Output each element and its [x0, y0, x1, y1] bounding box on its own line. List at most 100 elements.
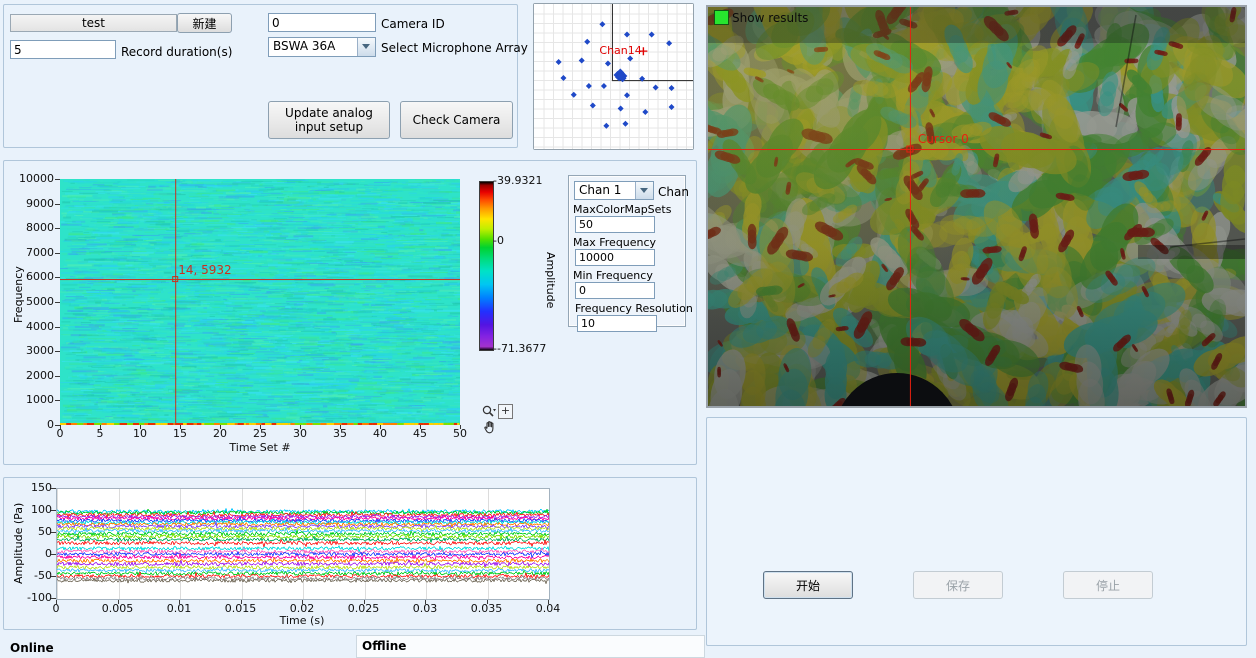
- mic-array-select[interactable]: BSWA 36A: [268, 37, 376, 57]
- chan-controls-box: Chan 1 Chan MaxColorMapSets Max Frequenc…: [568, 175, 686, 327]
- save-button[interactable]: 保存: [913, 571, 1003, 599]
- camera-id-label: Camera ID: [381, 17, 445, 31]
- time-set-axis-label: Time Set #: [220, 441, 300, 454]
- spectrogram-y-tick-label: 3000: [10, 344, 54, 357]
- stop-button[interactable]: 停止: [1063, 571, 1153, 599]
- waveform-y-tick: [51, 488, 56, 489]
- max-frequency-input[interactable]: [575, 249, 655, 266]
- update-analog-input-button[interactable]: Update analog input setup: [268, 101, 390, 139]
- spectrogram-y-tick: [55, 327, 60, 328]
- waveform-x-tick: [302, 600, 303, 604]
- spectrogram-y-tick: [55, 204, 60, 205]
- spectrogram-y-tick: [55, 228, 60, 229]
- spectrogram-x-tick: [100, 425, 101, 429]
- chevron-down-glyph: [640, 188, 648, 193]
- spectrogram-y-tick-label: 8000: [10, 221, 54, 234]
- camera-canvas[interactable]: [708, 7, 1245, 406]
- waveform-y-tick-label: -50: [18, 569, 52, 582]
- min-frequency-input[interactable]: [575, 282, 655, 299]
- chan-select-value: Chan 1: [579, 183, 621, 197]
- colorbar-tick-label: --71.3677: [493, 342, 546, 355]
- mic-array-label: Select Microphone Array: [381, 41, 528, 55]
- spectrogram-y-tick: [55, 400, 60, 401]
- spectrogram-cursor-label: 14, 5932: [178, 263, 231, 277]
- offline-status-label: Offline: [362, 639, 406, 653]
- max-frequency-label: Max Frequency: [573, 236, 656, 249]
- waveform-y-tick-label: 100: [18, 503, 52, 516]
- spectrogram-y-tick-label: 4000: [10, 320, 54, 333]
- camera-view: Show results Cursor 0: [706, 5, 1247, 408]
- record-duration-label: Record duration(s): [121, 45, 232, 59]
- spectrogram-x-tick: [60, 425, 61, 429]
- mic-array-panel: Chan14: [533, 3, 694, 150]
- spectrogram-y-tick-label: 5000: [10, 295, 54, 308]
- record-duration-input[interactable]: [10, 40, 116, 59]
- waveform-x-tick: [364, 600, 365, 604]
- start-button[interactable]: 开始: [763, 571, 853, 599]
- maxcolormapsets-label: MaxColorMapSets: [573, 203, 671, 216]
- check-camera-button[interactable]: Check Camera: [400, 101, 513, 139]
- spectrogram-x-tick: [380, 425, 381, 429]
- waveform-y-tick: [51, 576, 56, 577]
- spectrogram-x-tick: [300, 425, 301, 429]
- spectrogram-y-tick-label: 1000: [10, 393, 54, 406]
- spectrogram-panel: 14, 5932 Frequency Time Set # Amplitude …: [3, 160, 697, 465]
- cursor-tool-icon[interactable]: +: [498, 404, 513, 419]
- spectrogram-x-tick: [260, 425, 261, 429]
- waveform-x-tick: [425, 600, 426, 604]
- frequency-resolution-label: Frequency Resolution: [575, 302, 693, 315]
- spectrogram-y-tick: [55, 277, 60, 278]
- waveform-y-tick: [51, 510, 56, 511]
- show-results-checkbox[interactable]: [714, 10, 729, 25]
- mic-array-select-value: BSWA 36A: [273, 39, 335, 53]
- control-panel: 开始 保存 停止: [706, 417, 1247, 646]
- spectrogram-y-tick: [55, 351, 60, 352]
- spectrogram-y-tick-label: 7000: [10, 246, 54, 259]
- waveform-y-tick-label: 0: [18, 547, 52, 560]
- colorbar-axis-label: Amplitude: [544, 252, 557, 308]
- spectrogram-y-tick-label: 6000: [10, 270, 54, 283]
- waveform-y-tick-label: 50: [18, 525, 52, 538]
- spectrogram-y-tick-label: 10000: [10, 172, 54, 185]
- camera-cursor-label: Cursor 0: [918, 132, 969, 146]
- waveform-canvas: [56, 488, 550, 600]
- min-frequency-label: Min Frequency: [573, 269, 653, 282]
- waveform-x-tick: [56, 600, 57, 604]
- spectrogram-x-tick: [420, 425, 421, 429]
- spectrogram-x-tick: [180, 425, 181, 429]
- waveform-x-tick: [487, 600, 488, 604]
- spectrogram-canvas[interactable]: [60, 179, 460, 425]
- offline-tab[interactable]: Offline: [356, 635, 705, 658]
- setup-panel: test 新建 Camera ID Record duration(s) BSW…: [3, 4, 518, 148]
- spectrogram-x-tick: [140, 425, 141, 429]
- spectrogram-y-tick-label: 9000: [10, 197, 54, 210]
- test-name-ring[interactable]: test: [10, 14, 177, 32]
- amplitude-colorbar: [479, 181, 494, 351]
- maxcolormapsets-input[interactable]: [575, 216, 655, 233]
- chan-label: Chan: [658, 185, 689, 199]
- spectrogram-y-tick: [55, 376, 60, 377]
- colorbar-tick-label: -39.9321: [493, 174, 542, 187]
- colorbar-tick-label: -0: [493, 234, 504, 247]
- chevron-down-icon[interactable]: [357, 38, 375, 56]
- spectrogram-y-tick-label: 2000: [10, 369, 54, 382]
- waveform-x-tick: [118, 600, 119, 604]
- waveform-x-tick: [241, 600, 242, 604]
- chan-select[interactable]: Chan 1: [574, 181, 654, 200]
- new-button[interactable]: 新建: [177, 13, 232, 33]
- waveform-y-tick: [51, 554, 56, 555]
- pan-tool-icon[interactable]: [483, 420, 498, 435]
- zoom-tool-icon[interactable]: [481, 404, 496, 419]
- waveform-y-tick: [51, 532, 56, 533]
- online-status-label: Online: [10, 641, 54, 655]
- frequency-resolution-input[interactable]: [577, 315, 657, 332]
- waveform-y-tick: [51, 598, 56, 599]
- mic-cursor-label: Chan14: [599, 44, 641, 57]
- acoustic-camera-app: { "setup_panel": { "test_name": "test", …: [0, 0, 1256, 658]
- chevron-down-icon[interactable]: [635, 182, 653, 199]
- waveform-x-tick: [179, 600, 180, 604]
- show-results-label: Show results: [732, 11, 808, 25]
- spectrogram-x-tick: [220, 425, 221, 429]
- camera-id-input[interactable]: [268, 13, 376, 32]
- spectrogram-y-tick: [55, 253, 60, 254]
